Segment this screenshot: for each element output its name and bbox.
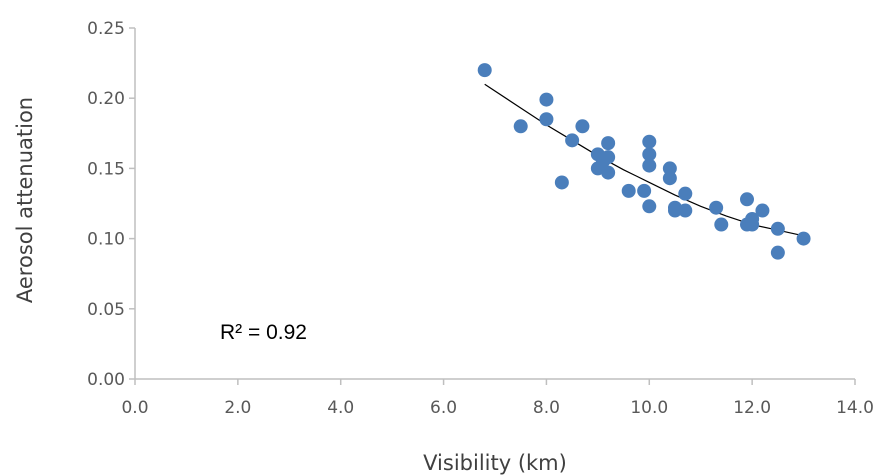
data-point — [709, 200, 724, 215]
data-point — [770, 245, 785, 260]
x-tick-label: 8.0 — [533, 398, 560, 418]
y-tick-label: 0.25 — [87, 19, 125, 39]
data-point — [662, 171, 677, 186]
y-tick-label: 0.20 — [87, 89, 125, 109]
data-point — [621, 183, 636, 198]
data-point — [565, 133, 580, 148]
x-tick-label: 2.0 — [224, 398, 251, 418]
data-point — [554, 175, 569, 190]
data-point — [513, 119, 528, 134]
data-point — [575, 119, 590, 134]
x-tick-label: 6.0 — [430, 398, 457, 418]
data-point — [601, 136, 616, 151]
x-tick-label: 12.0 — [733, 398, 771, 418]
data-point — [770, 221, 785, 236]
x-tick-label: 14.0 — [836, 398, 874, 418]
data-point — [539, 112, 554, 127]
y-axis-ticks: 0.00 0.05 0.10 0.15 0.20 0.25 — [87, 19, 135, 390]
data-point — [740, 192, 754, 207]
data-point — [745, 217, 760, 232]
data-points — [477, 63, 811, 260]
data-point — [714, 217, 729, 232]
x-tick-label: 0.0 — [121, 398, 148, 418]
y-tick-label: 0.00 — [87, 370, 125, 390]
r-squared-annotation: R² = 0.92 — [220, 321, 307, 344]
data-point — [642, 134, 657, 149]
y-axis-title: Aerosol attenuation — [13, 97, 37, 303]
y-tick-label: 0.15 — [87, 159, 125, 179]
data-point — [678, 203, 693, 218]
data-point — [662, 161, 677, 176]
data-point — [601, 150, 616, 165]
data-point — [668, 203, 682, 218]
axes — [134, 28, 855, 380]
data-point — [539, 92, 554, 107]
data-point — [642, 158, 657, 173]
x-axis-ticks: 0.0 2.0 4.0 6.0 8.0 10.0 12.0 14.0 — [121, 379, 874, 418]
data-point — [678, 186, 693, 201]
x-tick-label: 4.0 — [327, 398, 354, 418]
data-point — [477, 63, 492, 78]
data-point — [796, 231, 811, 246]
data-point — [642, 199, 657, 214]
x-axis-title: Visibility (km) — [423, 451, 567, 475]
x-tick-label: 10.0 — [630, 398, 668, 418]
data-point — [755, 203, 770, 218]
data-point — [601, 165, 616, 180]
y-tick-label: 0.10 — [87, 230, 125, 250]
y-tick-label: 0.05 — [87, 300, 125, 320]
data-point — [637, 183, 652, 198]
data-point — [642, 147, 657, 162]
